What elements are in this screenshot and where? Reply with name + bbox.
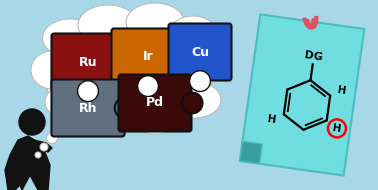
Text: H: H <box>337 85 347 96</box>
Circle shape <box>77 81 98 101</box>
Text: DG: DG <box>304 50 324 63</box>
Text: Rh: Rh <box>79 101 97 115</box>
Text: Ir: Ir <box>143 51 153 63</box>
Ellipse shape <box>168 16 218 54</box>
Circle shape <box>138 76 158 97</box>
FancyBboxPatch shape <box>169 24 231 81</box>
Text: Ru: Ru <box>79 55 97 69</box>
Text: Cu: Cu <box>191 45 209 59</box>
Ellipse shape <box>126 3 184 41</box>
Circle shape <box>182 93 203 113</box>
Ellipse shape <box>45 85 91 119</box>
Ellipse shape <box>51 34 199 122</box>
Text: H: H <box>332 123 342 134</box>
Ellipse shape <box>83 102 133 134</box>
Ellipse shape <box>78 5 138 45</box>
FancyBboxPatch shape <box>112 28 184 86</box>
Circle shape <box>115 52 136 72</box>
Circle shape <box>46 132 57 143</box>
FancyBboxPatch shape <box>51 33 124 90</box>
Ellipse shape <box>31 51 73 89</box>
Text: Pd: Pd <box>146 97 164 109</box>
Circle shape <box>19 109 45 135</box>
Circle shape <box>190 71 211 92</box>
Ellipse shape <box>129 102 181 134</box>
Polygon shape <box>240 14 364 176</box>
Circle shape <box>175 47 195 67</box>
Ellipse shape <box>169 82 221 118</box>
Ellipse shape <box>183 47 231 83</box>
Polygon shape <box>240 141 262 164</box>
FancyBboxPatch shape <box>51 79 124 136</box>
Circle shape <box>115 98 136 118</box>
Text: H: H <box>267 114 277 125</box>
Circle shape <box>35 152 41 158</box>
FancyBboxPatch shape <box>118 74 192 131</box>
Polygon shape <box>28 140 52 152</box>
Ellipse shape <box>42 19 98 57</box>
Polygon shape <box>5 136 50 190</box>
Circle shape <box>40 143 48 151</box>
Ellipse shape <box>45 28 205 128</box>
